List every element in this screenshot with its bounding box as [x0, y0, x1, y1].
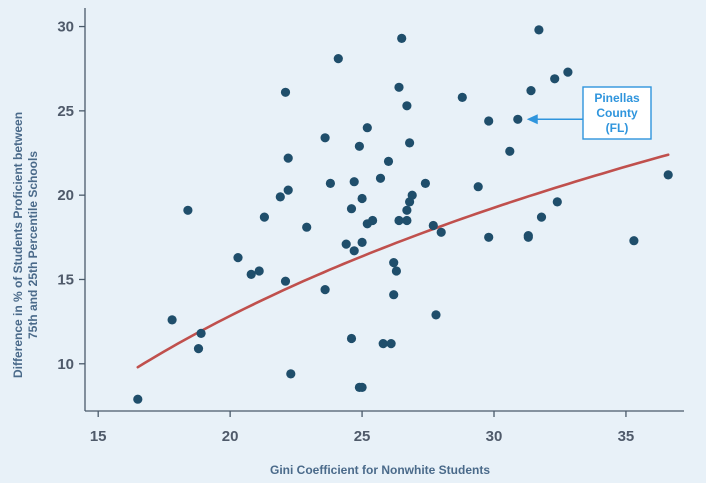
data-point [354, 141, 364, 151]
data-point [431, 310, 441, 320]
data-point [280, 87, 291, 97]
data-point [357, 193, 367, 204]
data-point [341, 239, 351, 249]
data-point [402, 215, 412, 226]
data-point [536, 212, 547, 222]
data-point [523, 232, 533, 242]
data-point [349, 177, 359, 187]
axes: 10 15 20 25 30 15 20 25 30 35 [57, 8, 684, 445]
data-point [405, 138, 415, 148]
data-point [552, 197, 562, 207]
data-point [133, 394, 143, 404]
data-point [254, 266, 264, 276]
data-point [193, 344, 204, 354]
x-tick-label: 35 [618, 428, 635, 445]
data-point [368, 215, 378, 226]
data-point [428, 220, 438, 231]
data-point [629, 236, 639, 246]
fit-curve [136, 153, 670, 369]
data-point [286, 369, 296, 379]
data-point [357, 237, 367, 247]
annotation-label: (FL) [606, 121, 629, 135]
data-point [333, 54, 343, 64]
data-point [505, 146, 515, 156]
data-point [563, 67, 573, 77]
data-point [196, 328, 206, 338]
data-point [663, 170, 673, 180]
data-point [280, 276, 291, 286]
data-point [302, 222, 312, 232]
data-point [362, 123, 372, 133]
annotation-label: Pinellas [594, 91, 640, 105]
data-point [397, 33, 407, 44]
data-point [526, 86, 536, 96]
annotation-box [582, 86, 652, 140]
data-point [402, 101, 412, 111]
data-point [473, 182, 483, 192]
data-point [378, 339, 388, 349]
data-point [346, 333, 357, 344]
data-point [167, 315, 177, 325]
data-point [183, 205, 193, 215]
annotation-label: County [596, 106, 638, 120]
data-point [246, 269, 256, 279]
data-point [259, 212, 269, 222]
fit-line-group [136, 153, 670, 369]
data-point [402, 205, 412, 215]
x-tick-label: 30 [486, 428, 503, 445]
data-point [513, 114, 523, 124]
data-point [407, 190, 417, 200]
data-point [346, 204, 357, 214]
x-tick-label: 25 [354, 428, 371, 445]
data-point [394, 82, 404, 92]
data-point [391, 266, 401, 276]
y-tick-label: 25 [57, 103, 74, 120]
data-points [133, 25, 673, 404]
data-point [550, 74, 560, 84]
annotation-arrowhead [526, 114, 538, 125]
data-point [389, 290, 399, 300]
data-point [283, 153, 293, 163]
data-point [357, 382, 367, 392]
x-tick-label: 20 [222, 428, 239, 445]
x-tick-label: 15 [90, 428, 107, 445]
data-point [320, 133, 330, 143]
data-point [420, 178, 430, 188]
data-point [436, 227, 446, 237]
y-axis-title-line-1: Difference in % of Students Proficient b… [11, 112, 25, 378]
y-axis-title-group: Difference in % of Students Proficient b… [11, 112, 40, 378]
data-point [484, 116, 494, 126]
data-point [375, 173, 386, 183]
data-point [233, 253, 243, 263]
data-point [389, 258, 399, 268]
data-point [320, 285, 330, 295]
y-tick-label: 15 [57, 271, 74, 288]
y-axis-title-line-2: 75th and 25th Percentile Schools [26, 151, 40, 339]
y-tick-label: 20 [57, 187, 74, 204]
y-tick-label: 30 [57, 19, 74, 36]
data-point [386, 339, 396, 349]
data-point [283, 185, 293, 195]
data-point [275, 192, 285, 202]
data-point [349, 246, 359, 256]
y-tick-label: 10 [57, 356, 74, 373]
x-axis-title: Gini Coefficient for Nonwhite Students [270, 463, 490, 477]
data-point [394, 215, 404, 226]
data-point [325, 178, 335, 188]
data-point [484, 232, 494, 242]
data-point [457, 92, 467, 102]
data-point [534, 25, 544, 35]
data-point [383, 156, 394, 166]
